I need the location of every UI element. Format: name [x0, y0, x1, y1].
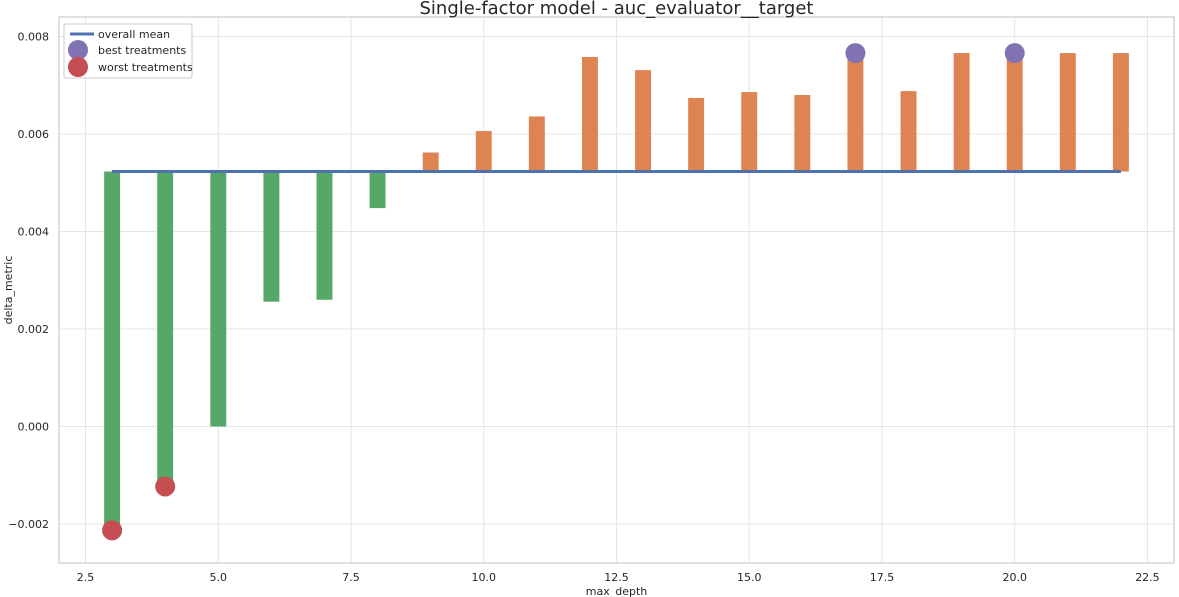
bar: [847, 53, 864, 172]
bar: [316, 171, 333, 300]
worst-treatment-marker: [155, 476, 176, 497]
y-tick-label: 0.000: [18, 421, 50, 434]
best-treatment-marker: [845, 43, 866, 64]
bar: [900, 91, 917, 172]
y-axis-ticks: −0.002 0.000 0.002 0.004 0.006 0.008: [8, 31, 49, 532]
bars: [104, 53, 1129, 531]
bar: [688, 97, 705, 172]
legend-worst-marker: [68, 57, 88, 77]
plot-border: [58, 16, 1175, 564]
plot-area: [58, 16, 1175, 564]
legend-entry-worst-treatments: worst treatments: [98, 61, 193, 74]
bar: [581, 56, 598, 172]
y-axis-label: delta_metric: [2, 256, 15, 325]
bar: [369, 171, 386, 209]
x-tick-label: 2.5: [77, 571, 95, 584]
x-tick-label: 10.0: [472, 571, 497, 584]
bar: [953, 53, 970, 172]
y-tick-label: 0.008: [18, 31, 50, 44]
x-tick-label: 7.5: [342, 571, 360, 584]
bar: [263, 171, 280, 302]
y-tick-label: 0.004: [18, 226, 50, 239]
best-treatment-marker: [1004, 43, 1025, 64]
x-axis-ticks: 2.5 5.0 7.5 10.0 12.5 15.0 17.5 20.0 22.5: [77, 571, 1160, 584]
bar: [157, 171, 174, 487]
x-tick-label: 22.5: [1135, 571, 1160, 584]
bar: [1112, 53, 1129, 172]
worst-treatment-marker: [102, 520, 123, 541]
x-axis-label: max_depth: [586, 585, 648, 597]
chart-title: Single-factor model - auc_evaluator__tar…: [419, 0, 813, 19]
legend-entry-best-treatments: best treatments: [98, 44, 186, 57]
bar: [794, 95, 811, 172]
legend: overall mean best treatments worst treat…: [63, 23, 193, 79]
bar: [528, 116, 545, 172]
bar: [210, 171, 227, 427]
x-tick-label: 12.5: [604, 571, 629, 584]
y-tick-label: −0.002: [8, 518, 49, 531]
legend-best-marker: [68, 40, 88, 60]
x-tick-label: 20.0: [1002, 571, 1027, 584]
y-tick-label: 0.006: [18, 128, 50, 141]
bar: [1059, 53, 1076, 172]
bar: [635, 70, 652, 172]
bar: [475, 131, 492, 172]
legend-box: [63, 23, 193, 79]
treatment-markers: [102, 43, 1025, 541]
bar: [741, 92, 758, 172]
bar: [104, 171, 121, 531]
bar: [1006, 53, 1023, 172]
y-tick-label: 0.002: [18, 323, 50, 336]
legend-entry-overall-mean: overall mean: [98, 28, 170, 41]
bar: [422, 152, 439, 172]
x-tick-label: 5.0: [210, 571, 228, 584]
x-tick-label: 17.5: [870, 571, 895, 584]
x-tick-label: 15.0: [737, 571, 762, 584]
